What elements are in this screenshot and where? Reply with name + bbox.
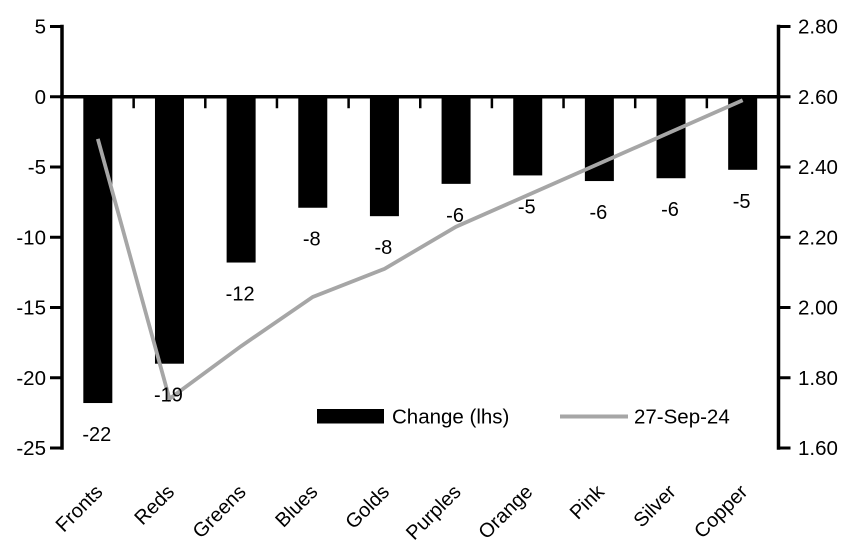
bar-golds [369, 96, 399, 217]
left-axis-tick-label: -5 [28, 156, 46, 179]
left-axis-tick-label: -25 [16, 437, 46, 460]
bar-copper [728, 96, 758, 170]
left-axis-tick-label: -15 [16, 297, 46, 320]
bar-value-label: -5 [733, 191, 751, 213]
right-axis-tick-label: 2.20 [798, 226, 838, 249]
left-axis-tick-label: 5 [35, 16, 46, 39]
right-axis-tick-label: 2.40 [798, 156, 838, 179]
bar-value-label: -6 [589, 202, 607, 224]
right-axis-tick-label: 1.80 [798, 367, 838, 390]
right-axis-tick-label: 1.60 [798, 437, 838, 460]
legend-bar-swatch [317, 409, 384, 424]
bar-blues [298, 96, 328, 208]
right-axis-tick-label: 2.60 [798, 86, 838, 109]
bar-fronts [83, 96, 113, 404]
bar-value-label: -6 [661, 199, 679, 221]
bar-value-label: -6 [446, 205, 464, 227]
right-axis-tick-label: 2.80 [798, 16, 838, 39]
left-axis-tick-label: 0 [35, 86, 46, 109]
bar-greens [226, 96, 256, 263]
series-line-27-sep-24 [95, 98, 744, 402]
bar-value-label: -5 [518, 196, 536, 218]
bar-value-label: -8 [375, 237, 393, 259]
legend-label-27-sep-24: 27-Sep-24 [634, 406, 730, 429]
bar-value-label: -22 [82, 424, 111, 446]
bar-value-label: -12 [226, 284, 255, 306]
legend-label-change-lhs: Change (lhs) [392, 406, 509, 429]
bar-value-label: -19 [154, 385, 183, 407]
bar-purples [441, 96, 471, 184]
bar-reds [154, 96, 184, 364]
right-axis-tick-label: 2.00 [798, 297, 838, 320]
bar-value-label: -8 [303, 229, 321, 251]
left-axis-tick-label: -20 [16, 367, 46, 390]
bar-orange [513, 96, 543, 176]
left-axis-tick-label: -10 [16, 226, 46, 249]
